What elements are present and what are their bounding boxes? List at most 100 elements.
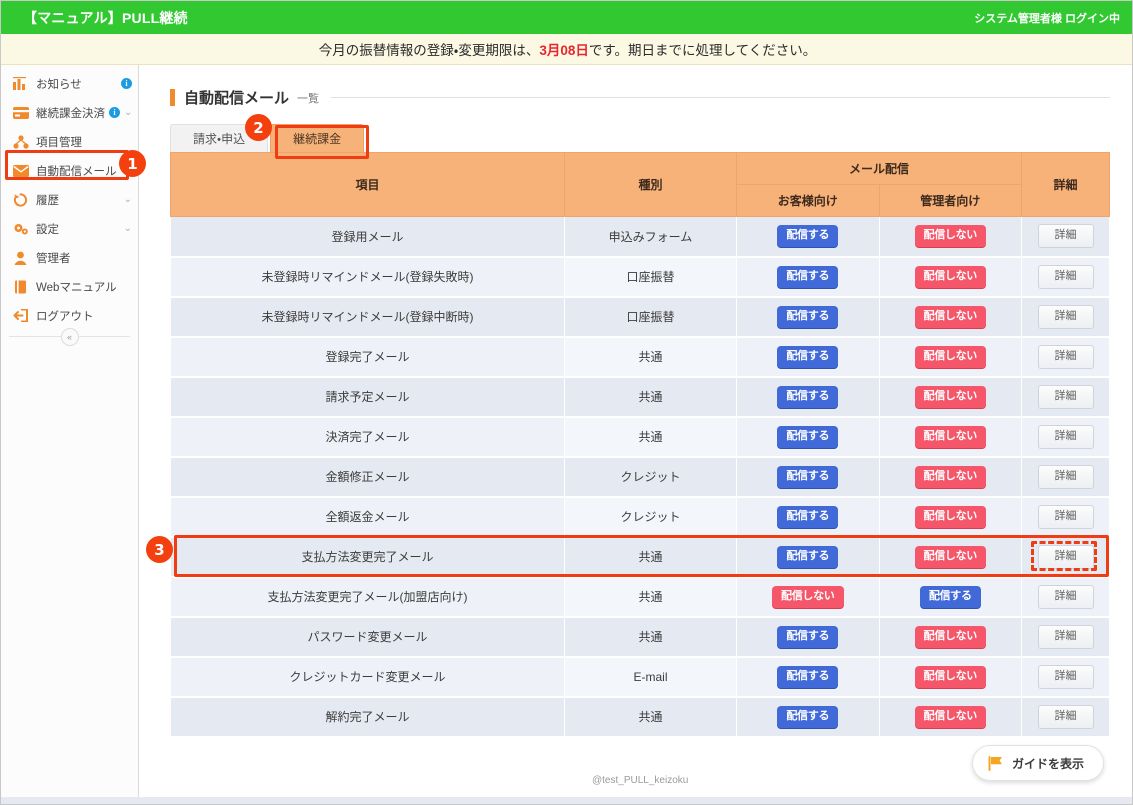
tab-seikyu-moushikomi[interactable]: 請求・申込 [170, 124, 269, 152]
annotation-marker-3: 3 [146, 536, 173, 563]
admin-delivery-toggle[interactable]: 配信しない [914, 665, 986, 688]
sidebar-item-kanrisha[interactable]: 管理者 [1, 243, 138, 272]
header-detail: 詳細 [1021, 152, 1110, 217]
book-icon [11, 279, 30, 295]
cell-item: 未登録時リマインドメール(登録中断時) [170, 296, 565, 338]
gears-icon [11, 221, 30, 237]
admin-delivery-toggle[interactable]: 配信しない [914, 465, 986, 488]
credit-card-icon [11, 105, 30, 121]
detail-button[interactable]: 詳細 [1037, 544, 1094, 569]
sitemap-icon [11, 134, 30, 150]
customer-delivery-toggle[interactable]: 配信する [777, 505, 839, 528]
customer-delivery-toggle[interactable]: 配信する [777, 385, 839, 408]
sidebar-item-label: 継続課金決済 [36, 107, 105, 120]
customer-delivery-toggle[interactable]: 配信する [777, 705, 839, 728]
sidebar: お知らせ i 継続課金決済 i ⌄ 項目管理 自動配信メール [1, 65, 139, 804]
detail-button[interactable]: 詳細 [1037, 424, 1094, 449]
cell-type: クレジット [564, 496, 737, 538]
cell-admin: 配信しない [878, 296, 1022, 338]
sidebar-item-rireki[interactable]: 履歴 ⌄ [1, 185, 138, 214]
sidebar-collapse-button[interactable]: « [60, 328, 79, 346]
customer-delivery-toggle[interactable]: 配信する [777, 545, 839, 568]
sidebar-item-label: 管理者 [36, 252, 71, 265]
customer-delivery-toggle[interactable]: 配信しない [772, 585, 844, 608]
cell-type: 口座振替 [564, 256, 737, 298]
detail-button[interactable]: 詳細 [1037, 224, 1094, 249]
table-row: 未登録時リマインドメール(登録中断時) 口座振替 配信する 配信しない 詳細 [170, 296, 1110, 338]
admin-delivery-toggle[interactable]: 配信しない [914, 385, 986, 408]
customer-delivery-toggle[interactable]: 配信する [777, 345, 839, 368]
table-row: 登録完了メール 共通 配信する 配信しない 詳細 [170, 336, 1110, 378]
detail-button[interactable]: 詳細 [1037, 704, 1094, 729]
cell-type: 共通 [564, 696, 737, 738]
cell-admin: 配信しない [878, 336, 1022, 378]
admin-delivery-toggle[interactable]: 配信しない [914, 305, 986, 328]
cell-detail: 詳細 [1021, 336, 1110, 378]
notice-banner: 今月の振替情報の登録・変更期限は、3月08日です。期日までに処理してください。 [1, 34, 1132, 65]
page-subtitle: 一覧 [297, 92, 320, 105]
customer-delivery-toggle[interactable]: 配信する [777, 425, 839, 448]
cell-item: 請求予定メール [170, 376, 565, 418]
detail-button[interactable]: 詳細 [1037, 624, 1094, 649]
cell-admin: 配信する [878, 576, 1022, 618]
sidebar-item-settei[interactable]: 設定 ⌄ [1, 214, 138, 243]
table-row: パスワード変更メール 共通 配信する 配信しない 詳細 [170, 616, 1110, 658]
cell-type: 共通 [564, 376, 737, 418]
admin-delivery-toggle[interactable]: 配信しない [914, 265, 986, 288]
table-body: 登録用メール 申込みフォーム 配信する 配信しない 詳細 未登録時リマインドメール(登録失… [170, 216, 1110, 738]
notice-deadline-date: 3月08日 [539, 43, 589, 58]
title-rule [331, 97, 1110, 98]
customer-delivery-toggle[interactable]: 配信する [777, 465, 839, 488]
cell-detail: 詳細 [1021, 456, 1110, 498]
table-row: 請求予定メール 共通 配信する 配信しない 詳細 [170, 376, 1110, 418]
detail-button[interactable]: 詳細 [1037, 344, 1094, 369]
cell-customer: 配信する [736, 416, 880, 458]
admin-delivery-toggle[interactable]: 配信しない [914, 225, 986, 248]
admin-delivery-toggle[interactable]: 配信しない [914, 425, 986, 448]
cell-type: E-mail [564, 656, 737, 698]
cell-type: 共通 [564, 536, 737, 578]
detail-button[interactable]: 詳細 [1037, 584, 1094, 609]
cell-admin: 配信しない [878, 536, 1022, 578]
cell-customer: 配信する [736, 536, 880, 578]
sidebar-item-web-manual[interactable]: Webマニュアル [1, 272, 138, 301]
header-admin: 管理者向け [878, 184, 1022, 217]
customer-delivery-toggle[interactable]: 配信する [777, 625, 839, 648]
customer-delivery-toggle[interactable]: 配信する [777, 265, 839, 288]
cell-customer: 配信する [736, 496, 880, 538]
customer-delivery-toggle[interactable]: 配信する [777, 665, 839, 688]
mail-settings-table: 項目 種別 メール配信 詳細 お客様向け 管理者向け 登録用メール 申込みフォーム… [170, 152, 1110, 738]
sidebar-item-label: Webマニュアル [36, 281, 117, 294]
annotation-marker-2: 2 [245, 114, 272, 141]
detail-button[interactable]: 詳細 [1037, 304, 1094, 329]
customer-delivery-toggle[interactable]: 配信する [777, 225, 839, 248]
detail-button[interactable]: 詳細 [1037, 664, 1094, 689]
customer-delivery-toggle[interactable]: 配信する [777, 305, 839, 328]
tab-keizoku-kakin[interactable]: 継続課金 [270, 124, 365, 152]
sidebar-item-oshirase[interactable]: お知らせ i [1, 69, 138, 98]
detail-button[interactable]: 詳細 [1037, 384, 1094, 409]
cell-admin: 配信しない [878, 256, 1022, 298]
admin-delivery-toggle[interactable]: 配信しない [914, 625, 986, 648]
cell-detail: 詳細 [1021, 616, 1110, 658]
detail-button[interactable]: 詳細 [1037, 264, 1094, 289]
admin-delivery-toggle[interactable]: 配信する [919, 585, 981, 608]
cell-admin: 配信しない [878, 376, 1022, 418]
cell-item: 決済完了メール [170, 416, 565, 458]
admin-delivery-toggle[interactable]: 配信しない [914, 345, 986, 368]
admin-delivery-toggle[interactable]: 配信しない [914, 705, 986, 728]
cell-type: 共通 [564, 616, 737, 658]
cell-admin: 配信しない [878, 416, 1022, 458]
detail-button[interactable]: 詳細 [1037, 464, 1094, 489]
admin-delivery-toggle[interactable]: 配信しない [914, 545, 986, 568]
cell-admin: 配信しない [878, 496, 1022, 538]
admin-delivery-toggle[interactable]: 配信しない [914, 505, 986, 528]
sidebar-item-jidou-haishin-mail[interactable]: 自動配信メール [1, 156, 138, 185]
show-guide-button[interactable]: ガイドを表示 [971, 745, 1104, 781]
cell-type: 共通 [564, 416, 737, 458]
detail-button[interactable]: 詳細 [1037, 504, 1094, 529]
sidebar-item-koumoku-kanri[interactable]: 項目管理 [1, 127, 138, 156]
sidebar-item-keizoku-kakin-kessai[interactable]: 継続課金決済 i ⌄ [1, 98, 138, 127]
sidebar-item-logout[interactable]: ログアウト [1, 301, 138, 330]
